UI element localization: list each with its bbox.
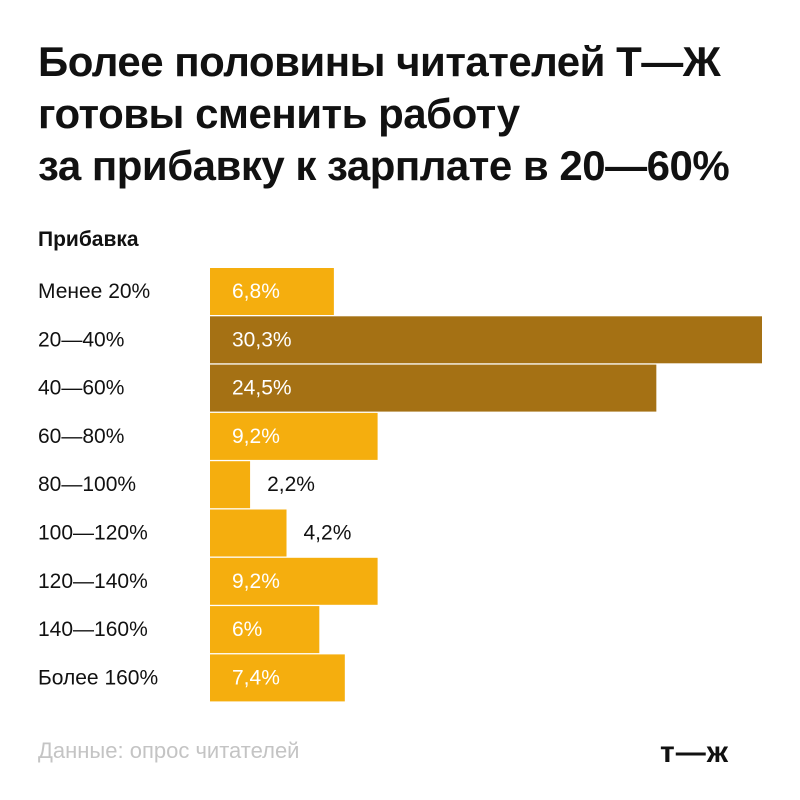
category-label: Более 160%	[38, 666, 158, 689]
title-line-2: готовы сменить работу	[38, 90, 520, 137]
category-label: 60—80%	[38, 425, 124, 448]
category-label: 80—100%	[38, 473, 136, 496]
category-label: 40—60%	[38, 377, 124, 400]
data-source-note: Данные: опрос читателей	[38, 738, 300, 763]
bar	[210, 654, 345, 702]
value-label: 9,2%	[232, 570, 280, 593]
value-label: 7,4%	[232, 666, 280, 689]
bar	[210, 509, 287, 557]
bar	[210, 364, 657, 412]
value-label: 6,8%	[232, 280, 280, 303]
category-axis-title: Прибавка	[38, 228, 139, 251]
bar	[210, 412, 378, 460]
bar	[210, 461, 251, 509]
category-label: 20—40%	[38, 328, 124, 351]
value-label: 2,2%	[267, 473, 315, 496]
value-label: 9,2%	[232, 425, 280, 448]
category-label: 140—160%	[38, 618, 148, 641]
chart-title: Более половины читателей Т—Ж готовы смен…	[38, 36, 778, 192]
value-label: 4,2%	[304, 522, 352, 545]
bar	[210, 316, 762, 364]
bar	[210, 268, 334, 315]
value-label: 30,3%	[232, 328, 292, 351]
category-label: Менее 20%	[38, 280, 150, 303]
category-label: 120—140%	[38, 570, 148, 593]
value-label: 24,5%	[232, 377, 292, 400]
title-line-1: Более половины читателей Т—Ж	[38, 38, 721, 85]
category-label: 100—120%	[38, 522, 148, 545]
value-label: 6%	[232, 618, 262, 641]
bar	[210, 557, 378, 605]
bar	[210, 606, 320, 654]
brand-logo: т—ж	[660, 736, 729, 769]
title-line-3: за прибавку к зарплате в 20—60%	[38, 142, 730, 189]
